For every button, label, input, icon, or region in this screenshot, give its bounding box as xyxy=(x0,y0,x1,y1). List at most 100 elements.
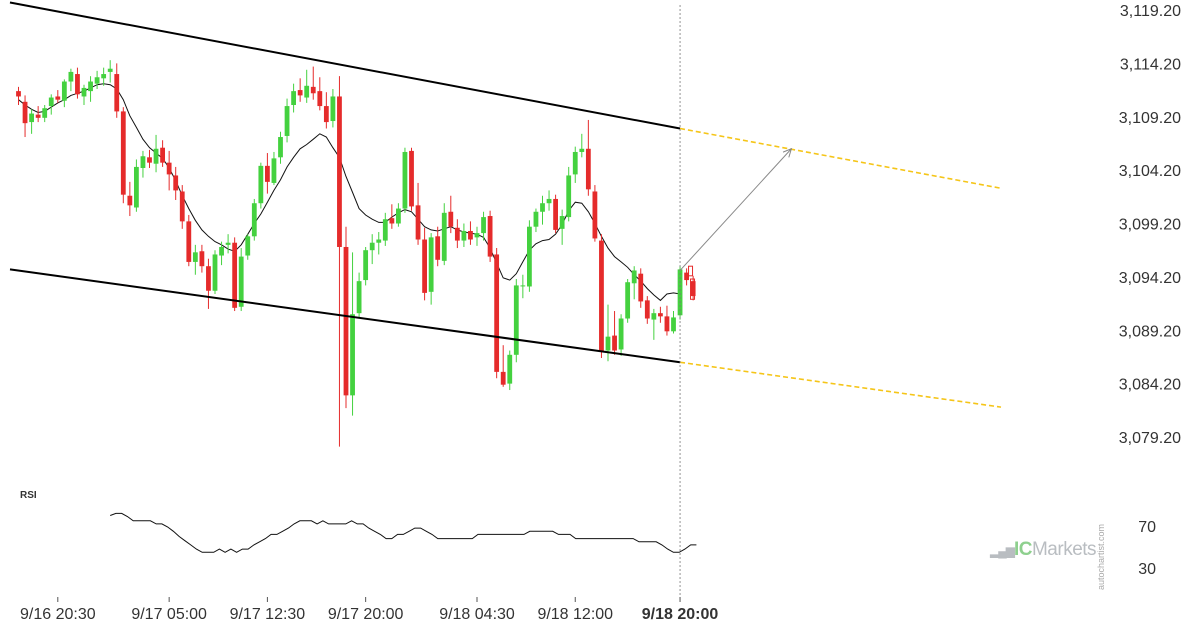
candle-body xyxy=(278,137,283,158)
candle-body xyxy=(376,239,382,243)
time-tick-label: 9/17 12:30 xyxy=(230,606,306,623)
autochartist-credit: autochartist.com xyxy=(1096,524,1112,598)
logo-bars-icon: ▂▄▆ xyxy=(990,544,1015,558)
candle-body xyxy=(42,108,48,118)
candle xyxy=(382,212,388,246)
candle xyxy=(88,76,93,102)
moving-average-layer xyxy=(18,83,681,302)
time-axis: 9/16 20:30 9/17 05:00 9/17 12:30 9/17 20:00… xyxy=(20,597,718,623)
candle-body xyxy=(605,336,611,351)
forecast-arrow-line xyxy=(679,148,792,271)
candle xyxy=(513,279,519,363)
candle xyxy=(592,185,598,242)
candle-body xyxy=(527,226,532,287)
projection-lower-line xyxy=(679,361,1002,408)
candle xyxy=(690,275,696,301)
price-axis: 3,119.20 3,114.20 3,109.20 3,104.20 3,099.20… xyxy=(1119,3,1181,447)
candle xyxy=(251,198,257,241)
candle-body xyxy=(29,113,34,123)
candle-body xyxy=(415,205,421,240)
candle-body xyxy=(68,71,74,82)
candle-body xyxy=(101,74,107,79)
candle xyxy=(651,308,657,340)
candle xyxy=(579,133,585,158)
candle xyxy=(631,266,637,300)
candle xyxy=(428,233,434,305)
candle-body xyxy=(323,106,329,123)
candle xyxy=(448,195,454,234)
candle xyxy=(474,226,480,246)
candle xyxy=(540,195,545,225)
candle xyxy=(134,159,139,212)
candle-body xyxy=(454,227,460,241)
candle-body xyxy=(147,157,152,163)
candle-body xyxy=(579,148,585,152)
price-tick-label: 3,084.20 xyxy=(1119,377,1181,394)
candle xyxy=(435,226,441,267)
candle-body xyxy=(677,269,683,316)
candle xyxy=(356,272,362,318)
candle xyxy=(487,210,493,262)
candle xyxy=(81,84,87,106)
candle xyxy=(461,223,467,247)
candle-body xyxy=(494,254,500,372)
current-candle-marker xyxy=(688,265,694,277)
candle-body xyxy=(232,242,238,308)
candle-body xyxy=(271,158,277,183)
candle xyxy=(599,234,604,359)
candle-body xyxy=(212,254,218,291)
candle xyxy=(127,181,133,217)
candle-body xyxy=(566,175,572,218)
candle-body xyxy=(186,221,192,262)
candle xyxy=(350,252,355,416)
candle-body xyxy=(546,198,552,204)
candle xyxy=(533,208,539,233)
candle xyxy=(265,153,270,194)
candle-body xyxy=(664,316,670,332)
candle-body xyxy=(291,91,296,106)
candle xyxy=(225,234,231,254)
candle-body xyxy=(75,74,80,95)
channel-layer xyxy=(9,1,1002,600)
candle xyxy=(500,345,506,387)
candle xyxy=(684,268,689,286)
candle xyxy=(297,78,303,102)
candle xyxy=(271,151,277,186)
candle xyxy=(179,185,185,229)
candle-body xyxy=(638,273,644,302)
price-tick-label: 3,089.20 xyxy=(1119,323,1181,340)
candle-body xyxy=(265,165,270,182)
candle xyxy=(481,211,486,241)
candle-body xyxy=(199,251,205,267)
candle-body xyxy=(618,318,624,350)
price-tick-label: 3,079.20 xyxy=(1119,430,1181,447)
candle xyxy=(120,107,126,204)
channel-lower-line xyxy=(9,268,681,364)
candle xyxy=(166,150,172,191)
candle-body xyxy=(153,148,159,164)
candles-layer xyxy=(16,60,696,447)
candle xyxy=(658,306,663,323)
candle-body xyxy=(245,236,251,256)
candle-body xyxy=(81,87,87,97)
candle xyxy=(75,67,80,99)
candle xyxy=(323,92,329,129)
projection-upper-line xyxy=(679,127,1002,190)
candle-body xyxy=(559,216,565,229)
candle-body xyxy=(540,203,545,212)
candle xyxy=(363,246,369,286)
candle-body xyxy=(330,96,336,122)
candle xyxy=(527,220,532,292)
candle xyxy=(337,76,342,447)
candle-body xyxy=(461,230,467,241)
candle-body xyxy=(690,281,696,297)
time-tick-label: 9/17 05:00 xyxy=(131,606,207,623)
time-tick-label: 9/16 20:30 xyxy=(20,606,96,623)
icmarkets-logo: ▂▄▆ICMarkets xyxy=(990,539,1097,561)
candle-body xyxy=(48,97,54,107)
rsi-line xyxy=(110,512,697,553)
candle xyxy=(343,226,349,409)
autochartist-credit-text: autochartist.com xyxy=(1096,523,1106,590)
candle xyxy=(42,105,48,123)
candle xyxy=(546,190,552,211)
